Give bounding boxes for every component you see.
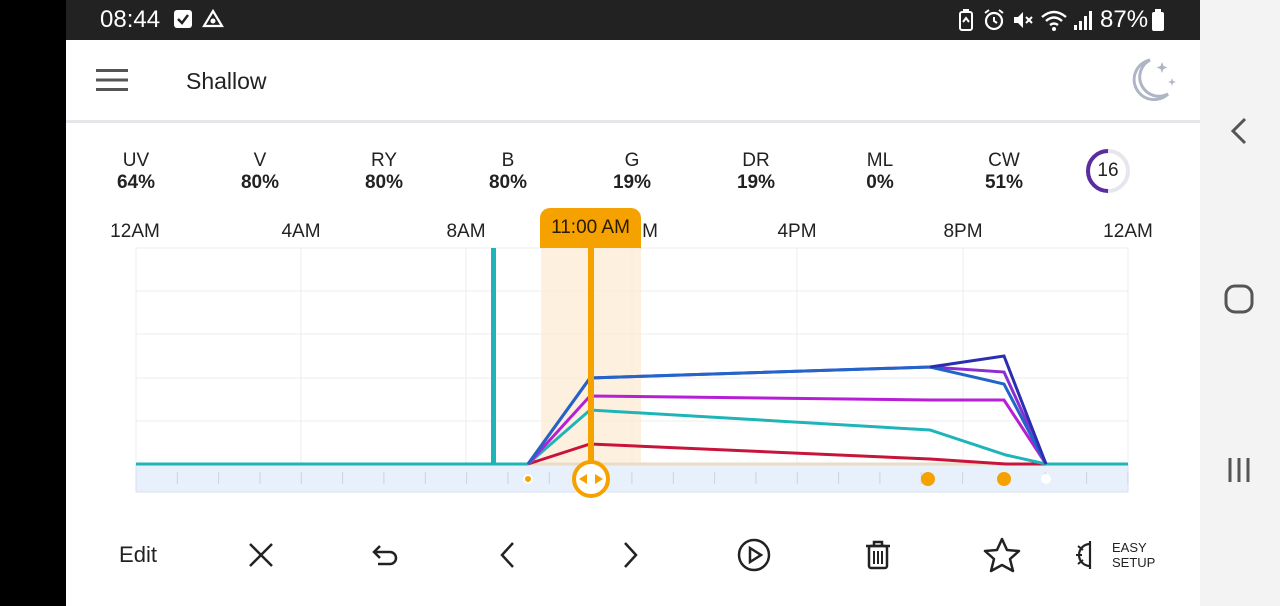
time-axis-label: 12AM — [110, 221, 160, 242]
moon-point-icon[interactable] — [1041, 474, 1051, 484]
easy-setup-label-line2: SETUP — [1112, 555, 1156, 570]
preview-button[interactable] — [734, 530, 774, 580]
channel-value: 0% — [866, 172, 894, 193]
channel-name: G — [624, 150, 640, 171]
status-bar: 08:44 87% — [0, 0, 1200, 40]
timepoint-dot[interactable] — [921, 472, 935, 486]
close-button[interactable] — [241, 530, 281, 580]
series-purple — [526, 394, 1048, 466]
close-icon — [249, 543, 273, 567]
time-drag-handle[interactable] — [572, 460, 610, 498]
channel-dr[interactable]: DR 19% — [716, 150, 796, 194]
channel-ry[interactable]: RY 80% — [344, 150, 424, 194]
status-time: 08:44 — [100, 6, 161, 33]
timepoint-dot[interactable] — [523, 474, 533, 484]
drive-icon — [202, 9, 224, 28]
chevron-right-icon — [624, 542, 638, 568]
next-button[interactable] — [610, 530, 650, 580]
trash-icon — [866, 540, 890, 570]
menu-icon — [96, 69, 128, 91]
signal-icon — [1074, 11, 1092, 30]
channel-name: V — [253, 150, 267, 171]
channel-value: 80% — [240, 172, 280, 193]
series-navy — [929, 354, 1048, 465]
channel-ml[interactable]: ML 0% — [840, 150, 920, 194]
channel-value: 64% — [116, 172, 156, 193]
channel-badge-value: 16 — [1097, 160, 1119, 181]
series-teal — [527, 408, 1047, 466]
channel-uv[interactable]: UV 64% — [96, 150, 176, 194]
channel-name: B — [501, 150, 515, 171]
channel-value: 80% — [488, 172, 528, 193]
favorite-button[interactable] — [982, 530, 1022, 580]
moon-icon — [1132, 58, 1176, 102]
channel-value: 80% — [364, 172, 404, 193]
easy-setup-icon — [1076, 541, 1092, 569]
progress-ring-icon — [1086, 149, 1130, 193]
current-time-pill[interactable]: 11:00 AM — [540, 208, 641, 248]
battery-icon — [1152, 9, 1164, 31]
night-mode-button[interactable] — [1128, 54, 1178, 106]
channel-badge[interactable]: 16 — [1083, 146, 1133, 196]
time-axis-label: 8AM — [446, 221, 486, 242]
easy-setup-button[interactable]: EASY SETUP — [1074, 530, 1166, 580]
timepoint-dot[interactable] — [997, 472, 1011, 486]
back-icon[interactable] — [1228, 116, 1250, 146]
channel-name: CW — [988, 150, 1020, 171]
channel-name: ML — [866, 150, 894, 171]
star-icon — [983, 537, 1021, 573]
previous-button[interactable] — [488, 530, 528, 580]
channel-value: 19% — [612, 172, 652, 193]
battery-percent: 87% — [1100, 6, 1149, 33]
schedule-chart[interactable] — [66, 40, 1200, 520]
home-icon[interactable] — [1224, 284, 1254, 314]
wifi-icon — [1041, 10, 1067, 31]
time-axis-label: 4PM — [777, 221, 817, 242]
current-time-line[interactable] — [588, 248, 594, 464]
menu-button[interactable] — [96, 68, 128, 92]
undo-button[interactable] — [365, 530, 405, 580]
alarm-icon — [984, 9, 1004, 31]
chevron-left-icon — [500, 542, 514, 568]
undo-icon — [372, 545, 398, 566]
system-navigation-bar — [1200, 0, 1280, 606]
app-header — [66, 40, 1200, 123]
sunrise-marker[interactable] — [491, 248, 496, 464]
recent-apps-icon[interactable] — [1226, 456, 1252, 484]
battery-saver-icon — [959, 9, 973, 31]
checkbox-notification-icon — [174, 10, 192, 28]
channel-g[interactable]: G 19% — [592, 150, 672, 194]
easy-setup-label-line1: EASY — [1112, 540, 1147, 555]
channel-name: RY — [370, 150, 398, 171]
time-axis-label: 12AM — [1103, 221, 1153, 242]
channel-name: UV — [122, 150, 150, 171]
channel-value: 51% — [984, 172, 1024, 193]
channel-cw[interactable]: CW 51% — [964, 150, 1044, 194]
channel-value: 19% — [736, 172, 776, 193]
channel-b[interactable]: B 80% — [468, 150, 548, 194]
play-icon — [737, 538, 771, 572]
series-red — [527, 442, 1046, 466]
device-frame — [0, 0, 66, 606]
app-window: Shallow UV 64% V 80% RY 80% B 80% G 19% DR 19% ML 0% C… — [66, 40, 1200, 606]
page-title: Shallow — [186, 68, 267, 94]
mute-icon — [1014, 12, 1033, 28]
time-axis-label: 8PM — [943, 221, 983, 242]
edit-button[interactable]: Edit — [119, 542, 157, 567]
channel-v[interactable]: V 80% — [220, 150, 300, 194]
delete-button[interactable] — [858, 530, 898, 580]
time-axis-label: M — [642, 221, 658, 242]
channel-name: DR — [742, 150, 770, 171]
time-axis-label: 4AM — [281, 221, 321, 242]
